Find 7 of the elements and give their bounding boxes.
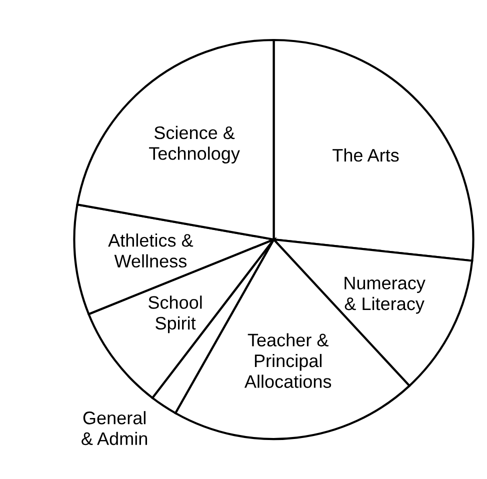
slice-label: School Spirit — [148, 296, 202, 334]
slice-label: Science & Technology — [149, 126, 240, 164]
slice-label: Athletics & Wellness — [108, 234, 194, 268]
slice-label: Numeracy & Literacy — [344, 276, 426, 314]
slice-label: General & Admin — [82, 411, 148, 446]
slice-label: The Arts — [332, 148, 399, 162]
slice-label: Teacher & Principal Allocations — [244, 333, 332, 388]
